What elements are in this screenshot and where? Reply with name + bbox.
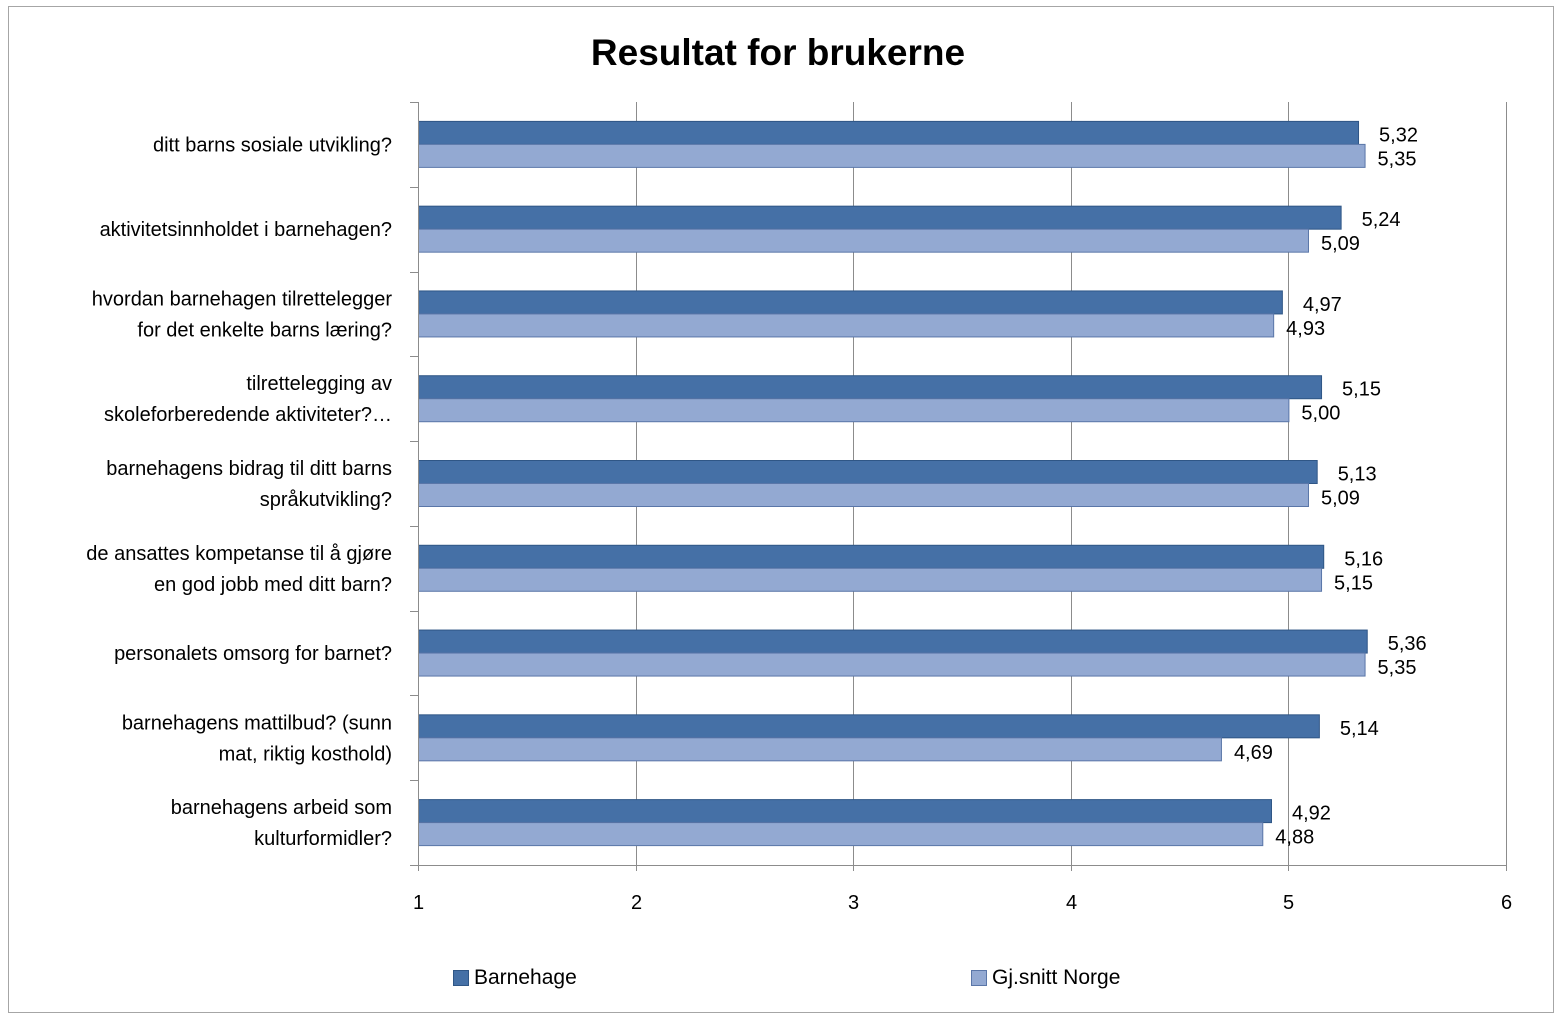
- legend-item-barnehage: Barnehage: [453, 966, 577, 990]
- x-tick-label: 4: [1066, 892, 1077, 914]
- bar-barnehage: [418, 460, 1318, 484]
- legend-label-barnehage: Barnehage: [474, 966, 577, 989]
- bar-barnehage: [418, 120, 1360, 145]
- category-label: de ansattes kompetanse til å gjøre en god…: [86, 543, 392, 596]
- data-label: 5,14: [1340, 718, 1379, 740]
- x-tick-label: 6: [1501, 892, 1512, 914]
- data-label: 5,15: [1342, 379, 1381, 401]
- bar-barnehage: [418, 544, 1325, 569]
- data-label: 5,16: [1344, 548, 1383, 570]
- legend-swatch-gj-snitt-norge: [971, 970, 987, 986]
- bar-gj-snitt-norge: [418, 313, 1275, 338]
- category-label: ditt barns sosiale utvikling?: [153, 134, 392, 156]
- data-label: 5,24: [1362, 209, 1401, 231]
- data-label: 4,69: [1234, 742, 1273, 764]
- bar-barnehage: [418, 714, 1320, 739]
- x-tick-label: 2: [631, 892, 642, 914]
- category-label: barnehagens bidrag til ditt barns språkut…: [106, 458, 392, 511]
- bars: [418, 120, 1368, 847]
- category-label: personalets omsorg for barnet?: [114, 643, 392, 665]
- bar-barnehage: [418, 205, 1342, 230]
- axes: [410, 102, 1507, 871]
- data-label: 5,13: [1338, 464, 1377, 486]
- data-label: 5,15: [1334, 572, 1373, 594]
- x-tick-label: 3: [848, 892, 859, 914]
- data-label: 4,88: [1275, 827, 1314, 849]
- legend-item-gj-snitt-norge: Gj.snitt Norge: [971, 966, 1120, 990]
- chart-title: Resultat for brukerne: [590, 32, 966, 73]
- bar-gj-snitt-norge: [418, 822, 1264, 847]
- bar-barnehage: [418, 290, 1283, 315]
- category-label: hvordan barnehagen tilrettelegger for det…: [92, 288, 393, 341]
- x-tick-label: 5: [1283, 892, 1294, 914]
- bar-barnehage: [418, 375, 1323, 400]
- data-label: 5,35: [1378, 657, 1417, 679]
- legend-label-gj-snitt-norge: Gj.snitt Norge: [992, 966, 1121, 989]
- category-label: barnehagens arbeid som kulturformidler?: [171, 797, 392, 850]
- category-label: aktivitetsinnholdet i barnehagen?: [100, 219, 392, 241]
- bar-gj-snitt-norge: [418, 737, 1222, 762]
- data-label: 4,92: [1292, 803, 1331, 825]
- chart-frame: [8, 6, 1554, 1013]
- data-label: 5,36: [1388, 633, 1427, 655]
- bar-gj-snitt-norge: [418, 652, 1366, 677]
- data-label: 5,00: [1301, 403, 1340, 425]
- bar-barnehage: [418, 629, 1368, 654]
- data-label: 4,93: [1286, 318, 1325, 340]
- bar-gj-snitt-norge: [418, 567, 1323, 592]
- x-tick-label: 1: [413, 892, 424, 914]
- category-label: tilrettelegging av skoleforberedende akti…: [104, 373, 392, 426]
- bar-gj-snitt-norge: [418, 483, 1309, 507]
- data-label: 4,97: [1303, 294, 1342, 316]
- bar-gj-snitt-norge: [418, 398, 1290, 423]
- data-label: 5,09: [1321, 233, 1360, 255]
- category-label: barnehagens mattilbud? (sunn mat, riktig …: [122, 712, 392, 765]
- bar-barnehage: [418, 799, 1272, 824]
- legend-swatch-barnehage: [453, 970, 469, 986]
- data-label: 5,09: [1321, 488, 1360, 510]
- data-label: 5,35: [1378, 148, 1417, 170]
- bar-gj-snitt-norge: [418, 143, 1366, 168]
- data-label: 5,32: [1379, 124, 1418, 146]
- bar-gj-snitt-norge: [418, 228, 1309, 253]
